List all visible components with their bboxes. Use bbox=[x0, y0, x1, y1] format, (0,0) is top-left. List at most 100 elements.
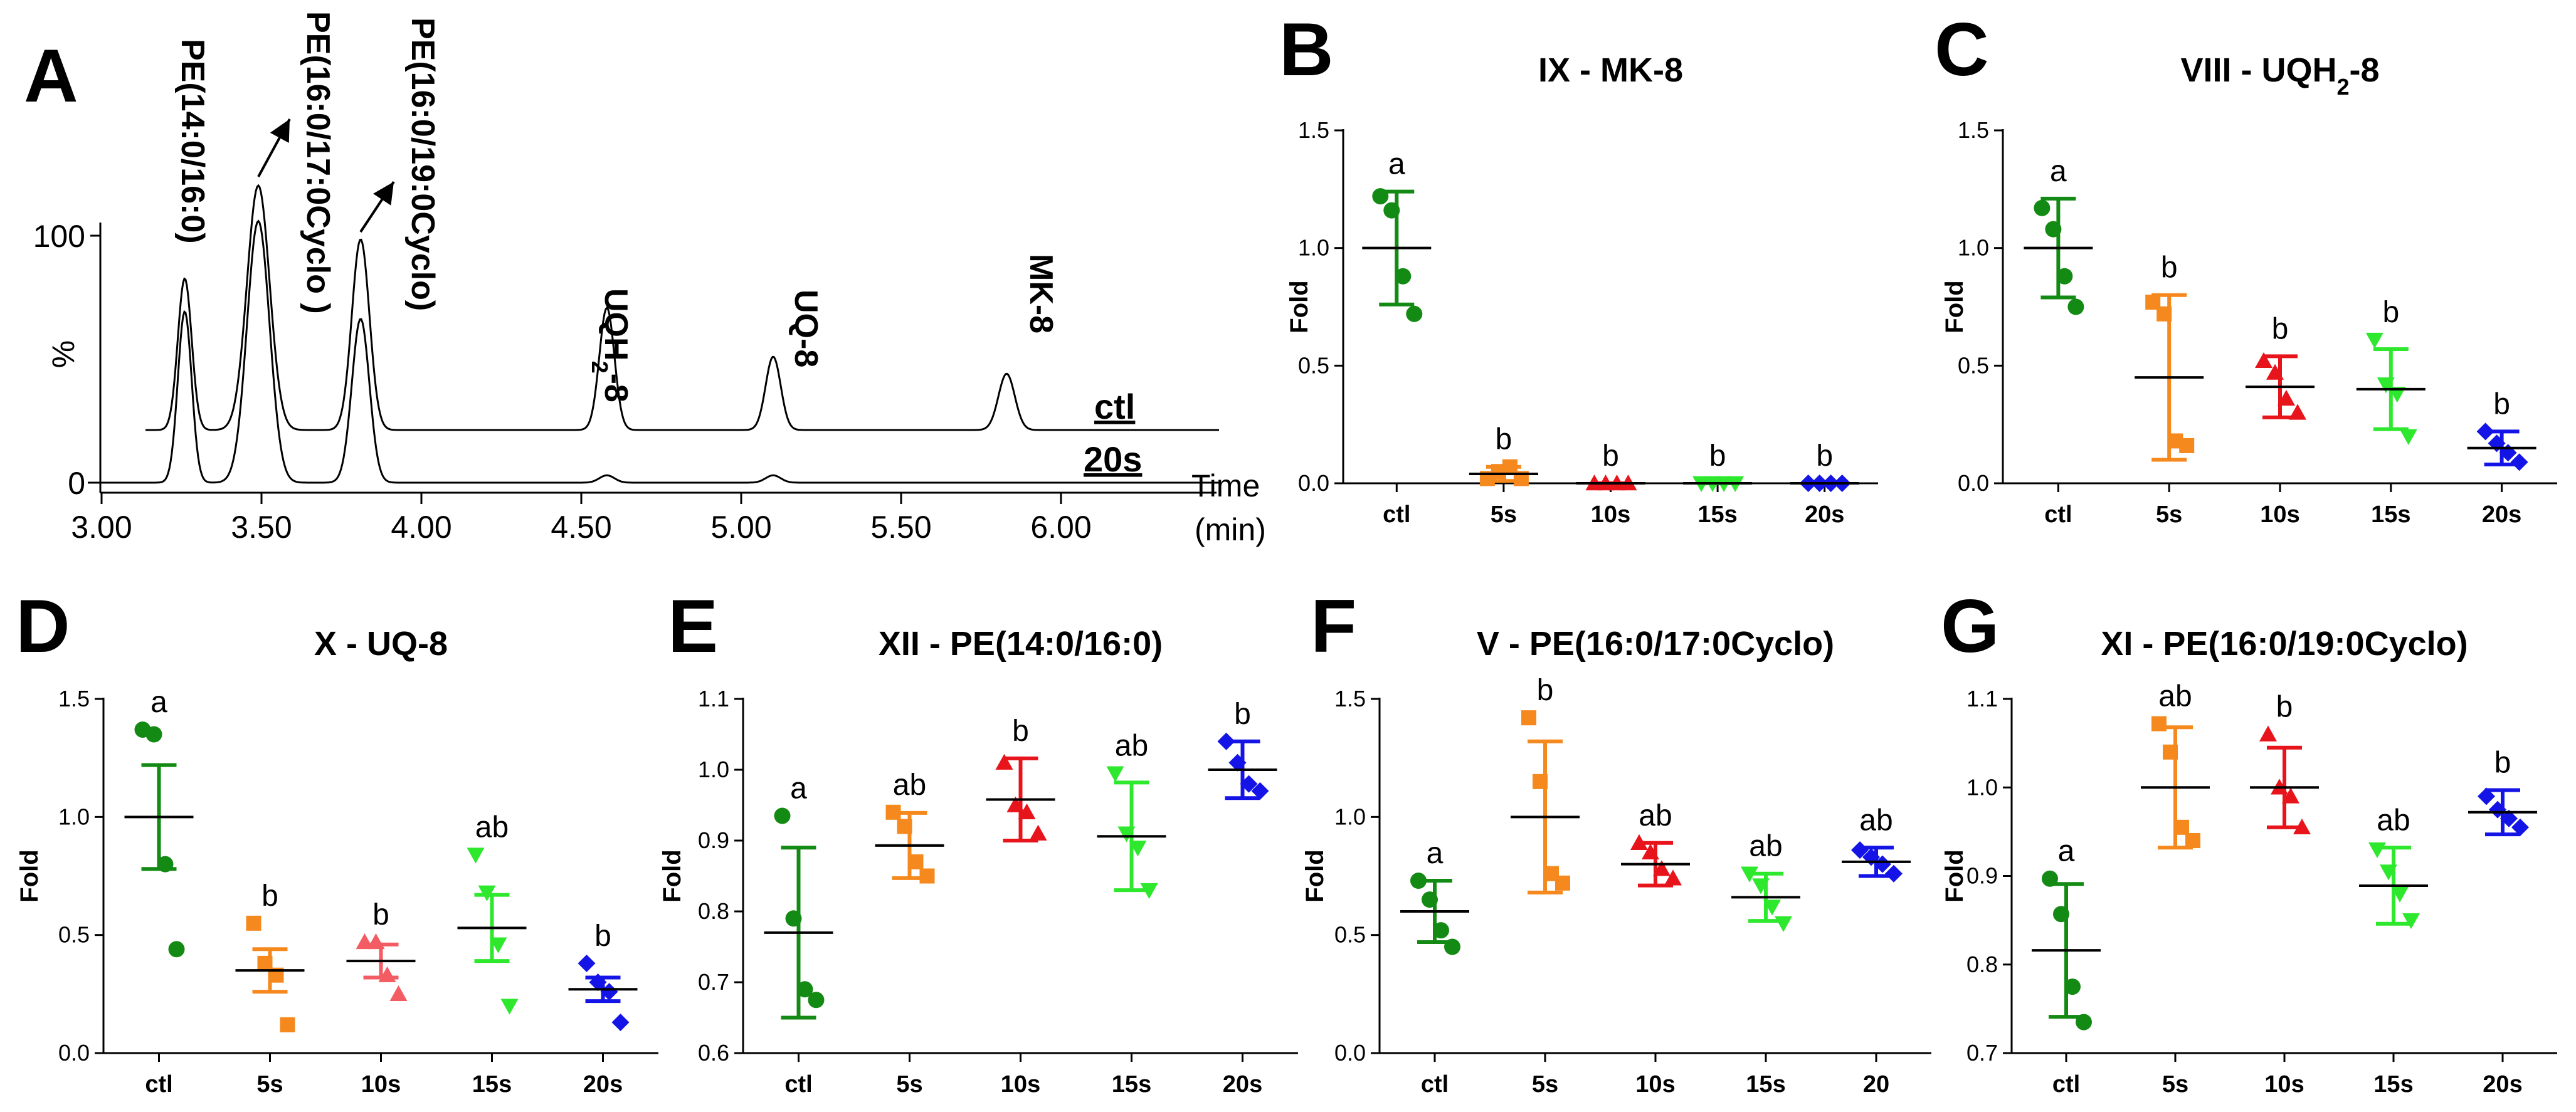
data-point bbox=[2399, 429, 2417, 445]
category-label: ctl bbox=[145, 1071, 172, 1098]
data-point bbox=[367, 933, 385, 950]
significance-letter: ab bbox=[1639, 799, 1672, 832]
data-point bbox=[1228, 753, 1247, 772]
y-tick-label: 0.5 bbox=[58, 922, 90, 948]
category-label: ctl bbox=[1383, 501, 1410, 528]
data-point bbox=[246, 915, 261, 931]
panel-letter: F bbox=[1311, 584, 1356, 668]
data-point bbox=[2289, 404, 2306, 420]
data-point bbox=[1029, 824, 1047, 841]
data-point bbox=[919, 868, 935, 884]
panel-c: C VIII - UQH2-8 0.0 0.5 1.0 1.5 Fold ctl a 5s b 10s… bbox=[1935, 8, 2557, 528]
data-point bbox=[2174, 819, 2189, 835]
data-point bbox=[1741, 866, 1758, 883]
y-tick-label: 0.8 bbox=[1966, 952, 1998, 977]
peak-label: UQ-8 bbox=[788, 290, 824, 367]
category-label: 10s bbox=[1001, 1071, 1040, 1098]
y-tick-label: 1.1 bbox=[1966, 686, 1998, 711]
y-tick-label: 0.0 bbox=[58, 1040, 90, 1066]
data-point bbox=[1874, 855, 1891, 873]
data-point bbox=[1106, 766, 1124, 782]
significance-letter: a bbox=[2058, 835, 2075, 868]
data-point bbox=[168, 941, 185, 958]
y-axis-label: Fold bbox=[1285, 280, 1313, 333]
data-point bbox=[2156, 306, 2172, 322]
data-point bbox=[2163, 744, 2178, 760]
data-point bbox=[1851, 841, 1869, 859]
significance-letter: b bbox=[1709, 439, 1726, 473]
category-label: 10s bbox=[361, 1071, 401, 1098]
panel-title: V - PE(16:0/17:0Cyclo) bbox=[1477, 625, 1834, 663]
data-point bbox=[908, 854, 924, 869]
category-label: 5s bbox=[896, 1071, 922, 1098]
y-tick-label: 0.0 bbox=[1298, 470, 1329, 496]
significance-letter: ab bbox=[2158, 680, 2192, 713]
data-point bbox=[1555, 875, 1570, 891]
data-point bbox=[1642, 843, 1659, 860]
data-point bbox=[2064, 978, 2081, 995]
category-label: 15s bbox=[1112, 1071, 1151, 1098]
category-label: 10s bbox=[1635, 1071, 1675, 1098]
data-point bbox=[2500, 809, 2518, 827]
panel-f: F V - PE(16:0/17:0Cyclo) 0.0 0.5 1.0 1.5 Fold c… bbox=[1301, 584, 1931, 1098]
data-point bbox=[1140, 883, 1158, 900]
significance-letter: b bbox=[1012, 715, 1029, 748]
y-tick-label: 0.0 bbox=[1958, 470, 1989, 496]
significance-letter: b bbox=[1234, 698, 1251, 731]
data-point bbox=[1664, 869, 1682, 886]
data-point bbox=[2380, 864, 2397, 881]
data-point bbox=[1763, 900, 1781, 916]
panel-title: XII - PE(14:0/16:0) bbox=[879, 625, 1163, 663]
y-axis-label: Fold bbox=[16, 849, 43, 902]
data-point bbox=[1240, 775, 1258, 793]
panel-e: E XII - PE(14:0/16:0) 0.6 0.7 0.8 0.9 1.0 1.1 Fo… bbox=[658, 584, 1298, 1098]
data-point bbox=[2478, 787, 2495, 805]
data-point bbox=[489, 937, 507, 953]
data-point bbox=[774, 807, 791, 824]
y-tick-label: 100 bbox=[33, 219, 85, 254]
data-point bbox=[1410, 873, 1427, 889]
data-point bbox=[467, 847, 485, 864]
category-label: 5s bbox=[1532, 1071, 1558, 1098]
y-tick-label: 0.6 bbox=[698, 1040, 729, 1066]
data-point bbox=[2365, 332, 2383, 349]
data-point bbox=[2053, 906, 2069, 923]
data-point bbox=[2266, 364, 2284, 380]
significance-letter: ab bbox=[1859, 804, 1892, 837]
significance-letter: b bbox=[2161, 251, 2178, 285]
x-tick-label: 5.00 bbox=[710, 510, 771, 545]
x-tick-label: 4.00 bbox=[391, 510, 451, 545]
data-point bbox=[1752, 878, 1770, 894]
data-point bbox=[600, 983, 618, 1001]
data-point bbox=[2179, 438, 2195, 453]
data-point bbox=[2259, 725, 2277, 742]
category-label: 5s bbox=[2156, 501, 2182, 528]
data-point bbox=[478, 885, 496, 901]
y-axis-label: Fold bbox=[1941, 849, 1968, 902]
category-label: 10s bbox=[1591, 501, 1630, 528]
data-point bbox=[1006, 796, 1025, 812]
data-point bbox=[1372, 188, 1389, 205]
y-tick-label: 1.5 bbox=[1958, 117, 1989, 143]
data-point bbox=[611, 1014, 630, 1032]
category-label: 5s bbox=[1491, 501, 1517, 528]
panel-letter: A bbox=[24, 34, 78, 118]
data-point bbox=[1630, 834, 1648, 850]
arrow-head bbox=[270, 119, 290, 143]
peak-label: PE(14:0/16:0) bbox=[174, 39, 211, 244]
significance-letter: b bbox=[1496, 423, 1512, 456]
panel-letter: B bbox=[1279, 8, 1334, 92]
data-point bbox=[145, 726, 162, 743]
panel-title: VIII - UQH2-8 bbox=[2180, 51, 2379, 100]
panel-letter: G bbox=[1941, 584, 1999, 668]
peak-label: PE(16:0/19:0Cyclo) bbox=[404, 18, 441, 311]
category-label: 20 bbox=[1863, 1071, 1889, 1098]
panel-title: IX - MK-8 bbox=[1538, 51, 1683, 89]
panel-letter: C bbox=[1935, 8, 1989, 92]
data-point bbox=[2388, 387, 2406, 403]
trace-20s bbox=[88, 219, 1219, 484]
x-tick-label: 5.50 bbox=[870, 510, 931, 545]
category-label: 20s bbox=[2482, 501, 2521, 528]
x-axis-label: Time bbox=[1191, 468, 1260, 503]
y-tick-label: 0.5 bbox=[1334, 922, 1366, 948]
